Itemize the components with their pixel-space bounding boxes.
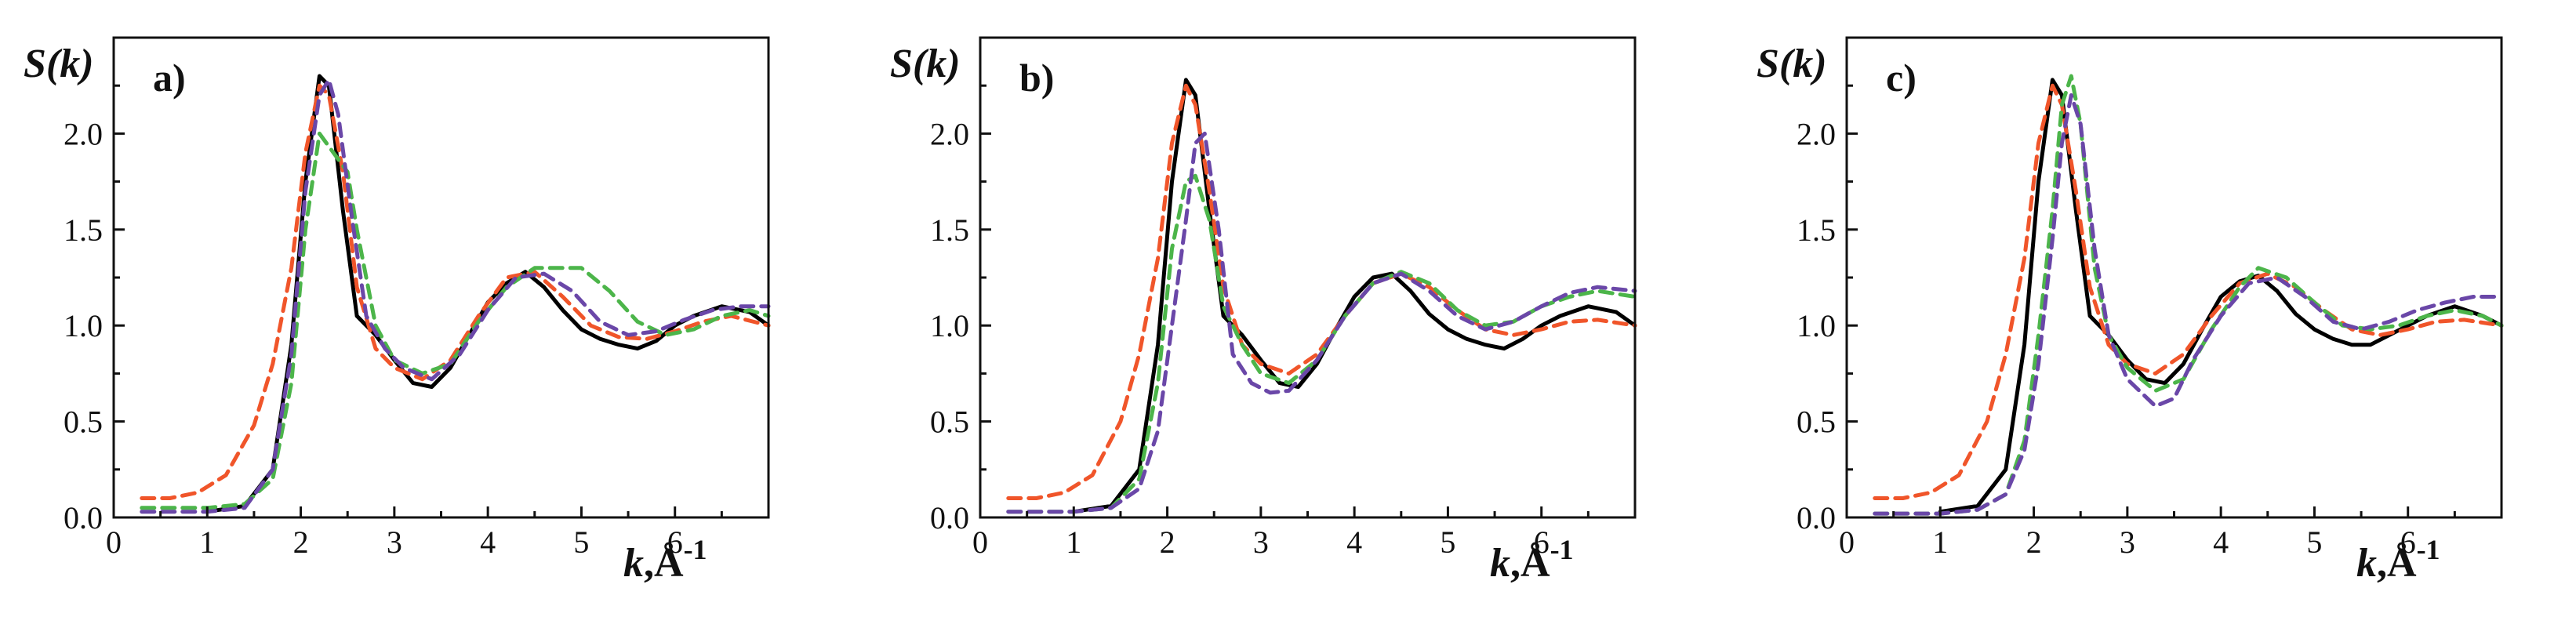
- y-tick-label: 0.5: [1797, 405, 1836, 440]
- y-tick-label: 2.0: [930, 116, 969, 151]
- x-tick-label: 2: [1160, 524, 1175, 560]
- y-tick-label: 2.0: [64, 116, 103, 151]
- panel-label: a): [153, 56, 186, 100]
- x-tick-label: 5: [573, 524, 589, 560]
- plot-frame: [112, 36, 770, 519]
- series-line-3: [140, 131, 771, 510]
- x-axis-label: k,Å-1: [2356, 534, 2440, 586]
- y-tick-label: 1.5: [930, 212, 969, 248]
- y-tick-label: 1.0: [64, 308, 103, 343]
- x-tick-label: 3: [387, 524, 402, 560]
- plot-frame: [1845, 36, 2503, 519]
- series-line-1: [1071, 78, 1637, 514]
- series-line-2: [1006, 83, 1637, 500]
- y-tick-label: 2.0: [1797, 116, 1836, 151]
- x-tick-label: 6: [2400, 524, 2416, 560]
- y-tick-label: 0.0: [1797, 500, 1836, 535]
- x-axis-label: k,Å-1: [623, 534, 707, 586]
- x-axis-label: k,Å-1: [1490, 534, 1574, 586]
- x-tick-label: 1: [199, 524, 215, 560]
- series-line-4: [140, 78, 771, 514]
- series-line-4: [1873, 93, 2504, 516]
- series-line-3: [1006, 173, 1637, 514]
- panel-label: b): [1019, 56, 1054, 100]
- x-tick-label: 1: [1932, 524, 1948, 560]
- series-line-2: [140, 83, 771, 500]
- x-tick-label: 5: [1440, 524, 1455, 560]
- x-tick-label: 0: [1839, 524, 1855, 560]
- y-tick-label: 1.5: [1797, 212, 1836, 248]
- panel-label: c): [1886, 56, 1917, 100]
- series-line-4: [1006, 131, 1637, 514]
- x-tick-label: 4: [2213, 524, 2229, 560]
- series-line-2: [1873, 83, 2504, 500]
- x-tick-label: 5: [2306, 524, 2322, 560]
- y-tick-label: 0.5: [64, 405, 103, 440]
- plot-frame: [979, 36, 1637, 519]
- x-tick-label: 0: [972, 524, 988, 560]
- x-tick-label: 4: [480, 524, 496, 560]
- y-tick-label: 1.0: [1797, 308, 1836, 343]
- x-tick-label: 4: [1346, 524, 1362, 560]
- x-tick-label: 6: [1534, 524, 1550, 560]
- y-tick-label: 0.0: [64, 500, 103, 535]
- y-tick-label: 0.5: [930, 405, 969, 440]
- x-tick-label: 2: [293, 524, 309, 560]
- chart-panel-b: 0 1 2 3 4 5 6 0.0 0.5 1.0 1.5 2.0 S(k) b) k,Å-1: [890, 36, 1637, 586]
- series-line-1: [205, 74, 771, 514]
- y-tick-label: 0.0: [930, 500, 969, 535]
- x-tick-label: 1: [1066, 524, 1081, 560]
- x-tick-label: 2: [2026, 524, 2042, 560]
- series-line-3: [1873, 74, 2504, 516]
- x-tick-label: 0: [106, 524, 122, 560]
- x-tick-label: 6: [667, 524, 683, 560]
- chart-panel-c: 0 1 2 3 4 5 6 0.0 0.5 1.0 1.5 2.0 S(k) c) k,Å-1: [1757, 36, 2504, 586]
- y-tick-label: 1.5: [64, 212, 103, 248]
- x-tick-label: 3: [1253, 524, 1269, 560]
- chart-panel-a: 0 1 2 3 4 5 6 0.0 0.5 1.0 1.5 2.0 S(k) a) k,Å-1: [24, 36, 771, 586]
- y-axis-label: S(k): [1757, 42, 1827, 86]
- y-axis-label: S(k): [890, 42, 961, 86]
- y-tick-label: 1.0: [930, 308, 969, 343]
- x-tick-label: 3: [2120, 524, 2135, 560]
- y-axis-label: S(k): [24, 42, 94, 86]
